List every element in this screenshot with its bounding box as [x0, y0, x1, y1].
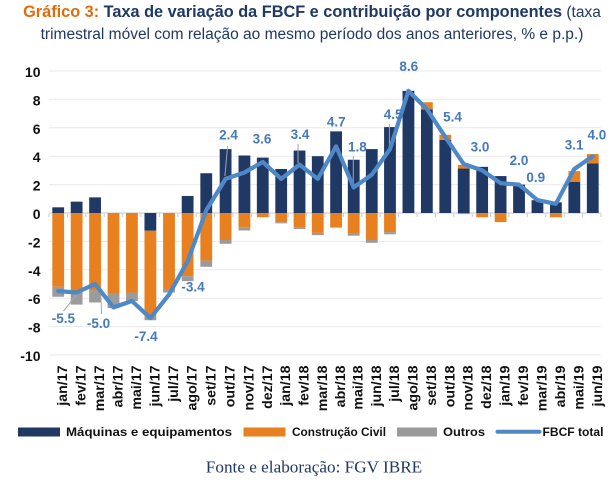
svg-text:4.7: 4.7 — [327, 115, 346, 130]
svg-text:-3.4: -3.4 — [181, 279, 205, 294]
svg-text:jan/18: jan/18 — [278, 365, 294, 406]
svg-text:-8: -8 — [28, 320, 41, 336]
svg-text:4: 4 — [33, 149, 41, 165]
svg-text:2.0: 2.0 — [510, 153, 529, 168]
svg-text:10: 10 — [25, 64, 41, 80]
svg-text:-2: -2 — [28, 234, 41, 250]
svg-text:4.0: 4.0 — [588, 127, 607, 142]
svg-text:trimestral móvel com relação a: trimestral móvel com relação ao mesmo pe… — [41, 26, 584, 43]
svg-text:fev/17: fev/17 — [74, 365, 90, 405]
svg-text:set/17: set/17 — [203, 365, 219, 405]
svg-text:jul/17: jul/17 — [166, 365, 182, 402]
svg-text:2: 2 — [33, 178, 41, 194]
svg-text:mai/19: mai/19 — [571, 365, 587, 409]
svg-text:abr/19: abr/19 — [553, 365, 569, 407]
svg-text:dez/17: dez/17 — [260, 365, 276, 408]
svg-text:out/18: out/18 — [442, 365, 458, 407]
svg-text:-5.0: -5.0 — [87, 316, 110, 331]
svg-text:-4: -4 — [28, 263, 41, 279]
svg-text:fev/18: fev/18 — [297, 365, 313, 405]
svg-text:6: 6 — [33, 121, 41, 137]
svg-text:-7.4: -7.4 — [134, 329, 158, 344]
svg-text:nov/18: nov/18 — [461, 365, 477, 410]
svg-text:Outros: Outros — [443, 425, 485, 439]
svg-text:ago/17: ago/17 — [185, 365, 201, 410]
svg-text:jan/19: jan/19 — [498, 365, 514, 406]
svg-text:Construção Civil: Construção Civil — [292, 425, 386, 439]
svg-text:jan/17: jan/17 — [55, 365, 71, 406]
svg-text:jun/19: jun/19 — [590, 365, 606, 407]
svg-text:Máquinas e equipamentos: Máquinas e equipamentos — [66, 425, 232, 439]
svg-text:mar/19: mar/19 — [535, 365, 551, 411]
svg-text:4.5: 4.5 — [384, 107, 403, 122]
svg-text:fev/19: fev/19 — [516, 365, 532, 405]
svg-text:mar/17: mar/17 — [92, 365, 108, 411]
svg-text:-10: -10 — [20, 348, 40, 364]
svg-text:3.0: 3.0 — [471, 139, 490, 154]
svg-text:out/17: out/17 — [223, 365, 239, 407]
svg-text:jun/18: jun/18 — [369, 365, 385, 407]
svg-text:jul/18: jul/18 — [387, 365, 403, 402]
svg-text:2.4: 2.4 — [219, 127, 238, 142]
svg-text:abr/17: abr/17 — [111, 365, 127, 407]
svg-text:abr/18: abr/18 — [333, 365, 349, 407]
svg-text:mar/18: mar/18 — [315, 365, 331, 411]
svg-text:Gráfico 3: Taxa de variação da: Gráfico 3: Taxa de variação da FBCF e co… — [23, 3, 601, 21]
svg-text:3.1: 3.1 — [565, 138, 584, 153]
svg-text:Fonte e elaboração: FGV IBRE: Fonte e elaboração: FGV IBRE — [206, 458, 422, 477]
svg-text:-5.5: -5.5 — [52, 311, 76, 326]
svg-text:mai/18: mai/18 — [351, 365, 367, 409]
svg-text:0.9: 0.9 — [526, 170, 545, 185]
svg-text:0: 0 — [33, 206, 41, 222]
svg-text:ago/18: ago/18 — [405, 365, 421, 410]
svg-text:5.4: 5.4 — [443, 109, 462, 124]
svg-text:jun/17: jun/17 — [147, 365, 163, 407]
svg-text:-6: -6 — [28, 291, 41, 307]
svg-text:8.6: 8.6 — [399, 59, 418, 74]
svg-text:3.6: 3.6 — [253, 131, 272, 146]
svg-text:dez/18: dez/18 — [479, 365, 495, 408]
svg-text:set/18: set/18 — [424, 365, 440, 405]
svg-text:3.4: 3.4 — [291, 127, 310, 142]
svg-text:8: 8 — [33, 92, 41, 108]
svg-text:mai/17: mai/17 — [129, 365, 145, 409]
svg-text:FBCF total: FBCF total — [543, 425, 604, 439]
svg-text:nov/17: nov/17 — [241, 365, 257, 410]
svg-text:1.8: 1.8 — [348, 140, 367, 155]
